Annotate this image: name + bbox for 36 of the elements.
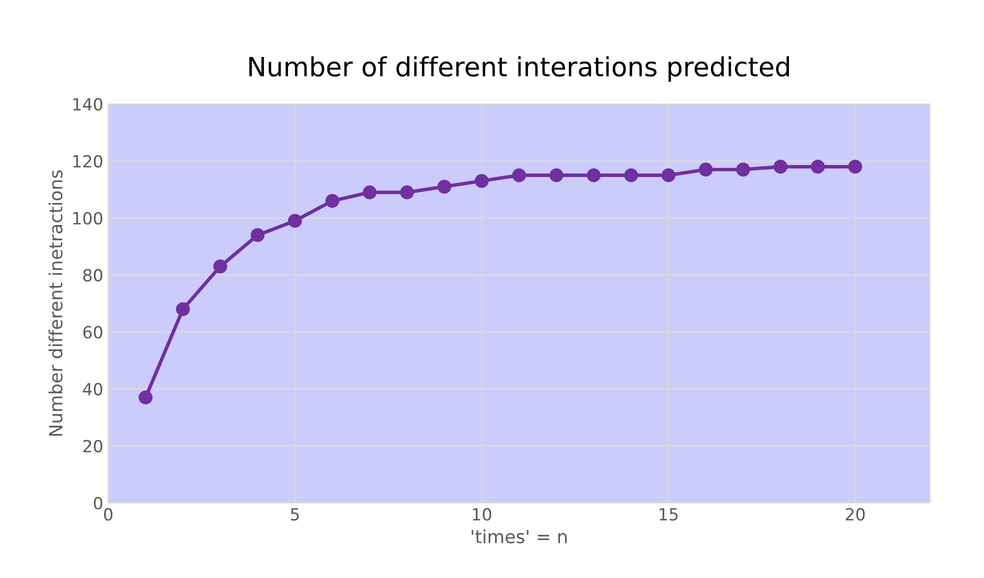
point <box>474 174 489 188</box>
point <box>774 160 788 174</box>
point <box>138 390 153 404</box>
point <box>848 160 862 174</box>
x-tick-label: 5 <box>290 508 299 521</box>
point <box>400 185 414 200</box>
point <box>325 194 340 208</box>
point <box>586 168 601 182</box>
y-tick-label: 100 <box>73 212 102 225</box>
point <box>176 302 190 316</box>
y-tick-label: 0 <box>94 496 102 510</box>
point <box>624 168 638 182</box>
point <box>662 168 676 182</box>
y-tick-label: 80 <box>83 268 102 282</box>
x-tick-label: 10 <box>472 508 492 521</box>
y-tick-label: 40 <box>82 382 102 396</box>
y-tick-label: 140 <box>73 98 102 111</box>
point <box>512 168 526 182</box>
point <box>549 168 564 182</box>
point <box>250 228 265 242</box>
x-tick-label: 20 <box>846 508 865 521</box>
point <box>437 180 452 194</box>
y-tick-label: 120 <box>73 154 102 168</box>
point <box>736 162 750 177</box>
point <box>810 160 825 174</box>
point <box>288 214 302 228</box>
y-tick-label: 60 <box>83 326 102 339</box>
point <box>362 185 377 200</box>
point <box>698 162 713 177</box>
point <box>213 259 228 274</box>
chart-title: Number of different interations predicted <box>249 56 789 82</box>
x-axis-title: 'times' = n <box>472 529 567 544</box>
x-tick-label: 0 <box>104 508 112 521</box>
y-tick-label: 20 <box>83 440 102 452</box>
y-axis-title: Number different inetractions <box>48 170 63 436</box>
x-tick-label: 15 <box>660 508 678 521</box>
